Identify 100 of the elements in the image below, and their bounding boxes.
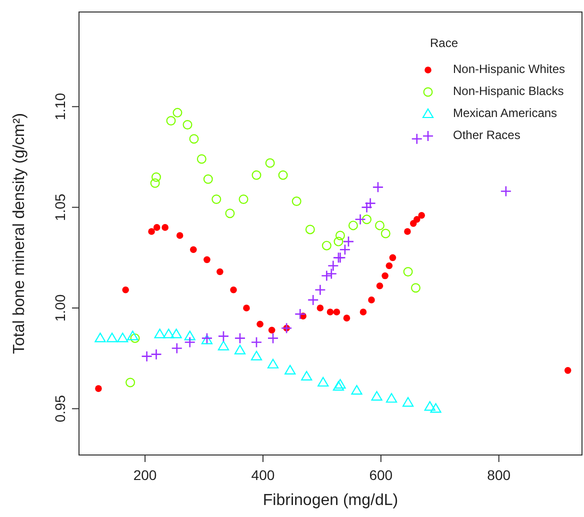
point [106, 332, 118, 342]
point [326, 308, 334, 316]
point [267, 358, 279, 368]
point [430, 403, 442, 413]
point [162, 224, 168, 231]
point [218, 330, 230, 342]
point [234, 344, 246, 354]
point [333, 308, 340, 316]
legend-label: Non-Hispanic Whites [453, 62, 566, 76]
point [374, 220, 384, 230]
legend-label: Other Races [453, 128, 520, 142]
point [403, 267, 413, 277]
point [368, 296, 375, 304]
point [243, 304, 250, 312]
point [413, 216, 420, 223]
point [203, 174, 213, 184]
point [196, 154, 206, 164]
point [280, 322, 292, 334]
point [190, 246, 197, 254]
x-tick-label: 600 [369, 467, 393, 483]
point [322, 240, 332, 250]
point [176, 232, 184, 239]
legend-title: Race [430, 36, 458, 50]
point [348, 220, 358, 230]
point [278, 170, 288, 180]
point [284, 364, 296, 374]
point [292, 196, 302, 206]
point [218, 340, 230, 350]
point [334, 236, 344, 246]
point [411, 133, 423, 145]
point [250, 336, 262, 348]
point [126, 378, 136, 388]
point [238, 194, 248, 204]
point [343, 314, 350, 322]
point [94, 332, 106, 342]
point [163, 328, 174, 338]
point [342, 236, 354, 248]
point [122, 286, 129, 294]
y-tick-label: 1.05 [52, 193, 68, 221]
point [402, 397, 414, 407]
point [335, 230, 345, 240]
point [141, 350, 152, 362]
x-tick-label: 800 [487, 467, 511, 483]
point [318, 376, 329, 387]
point [326, 268, 338, 280]
point [389, 254, 396, 262]
point [184, 330, 196, 340]
point [171, 342, 183, 354]
point [150, 178, 160, 188]
point [267, 332, 279, 344]
point [184, 336, 196, 348]
y-axis-title: Total bone mineral density (g/cm²) [11, 113, 28, 354]
point [252, 170, 262, 180]
x-tick-label: 200 [133, 467, 157, 483]
point [328, 260, 339, 272]
point [265, 158, 275, 168]
point [127, 330, 138, 340]
point [170, 328, 182, 338]
point [339, 244, 351, 256]
point [360, 308, 367, 316]
point [148, 228, 155, 235]
point [564, 367, 572, 374]
point [153, 224, 160, 231]
x-axis-title: Fibrinogen (mg/dL) [262, 492, 398, 509]
point [380, 228, 390, 238]
point [204, 256, 210, 264]
point [372, 182, 384, 193]
point [172, 108, 182, 118]
point [268, 326, 276, 334]
point [182, 120, 192, 130]
point [376, 282, 384, 290]
point [154, 328, 166, 338]
legend-label: Non-Hispanic Blacks [453, 84, 564, 98]
point [150, 348, 162, 360]
point [166, 116, 176, 126]
point [424, 401, 436, 411]
point [130, 333, 140, 343]
point [301, 370, 312, 381]
point [321, 270, 332, 282]
point [307, 294, 319, 306]
point [371, 391, 382, 401]
point [225, 208, 235, 218]
point [362, 214, 372, 224]
point [351, 385, 362, 395]
y-tick-label: 1.00 [52, 294, 68, 322]
point [364, 198, 376, 209]
point [212, 194, 222, 204]
point [95, 385, 102, 392]
point [234, 332, 246, 344]
legend-label: Mexican Americans [453, 106, 558, 120]
y-tick-label: 1.10 [52, 92, 68, 120]
point [305, 224, 315, 234]
point [354, 214, 366, 226]
point [404, 228, 411, 235]
point [256, 320, 264, 328]
y-tick-label: 0.95 [52, 394, 68, 422]
point [294, 308, 306, 320]
point [361, 202, 372, 213]
point [410, 283, 420, 293]
point [117, 332, 128, 342]
